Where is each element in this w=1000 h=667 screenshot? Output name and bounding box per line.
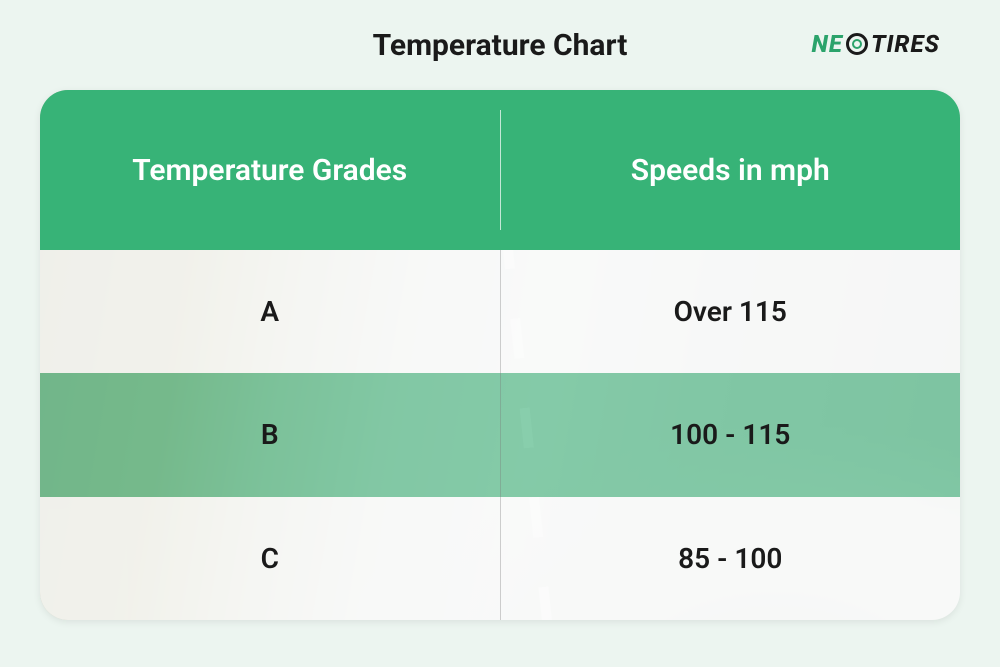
table-header-row: Temperature Grades Speeds in mph (40, 90, 960, 250)
temperature-table-container: Temperature Grades Speeds in mph A Over … (40, 90, 960, 620)
logo-text-ne: NE (811, 30, 842, 58)
cell-grade: C (40, 497, 500, 620)
cell-grade: B (40, 373, 500, 496)
page-title: Temperature Chart (373, 28, 628, 63)
cell-speed: Over 115 (501, 250, 961, 373)
temperature-table: Temperature Grades Speeds in mph A Over … (40, 90, 960, 620)
table-row: B 100 - 115 (40, 373, 960, 496)
header: Temperature Chart NE TIRES (0, 0, 1000, 90)
column-header-grades: Temperature Grades (40, 90, 500, 250)
cell-speed: 100 - 115 (501, 373, 961, 496)
tire-icon (846, 33, 868, 55)
table-row: A Over 115 (40, 250, 960, 373)
table-body: A Over 115 B 100 - 115 C 85 - 100 (40, 250, 960, 620)
column-header-speeds: Speeds in mph (501, 90, 961, 250)
brand-logo: NE TIRES (811, 30, 940, 58)
table-row: C 85 - 100 (40, 497, 960, 620)
logo-text-tires: TIRES (871, 30, 940, 58)
cell-speed: 85 - 100 (501, 497, 961, 620)
cell-grade: A (40, 250, 500, 373)
